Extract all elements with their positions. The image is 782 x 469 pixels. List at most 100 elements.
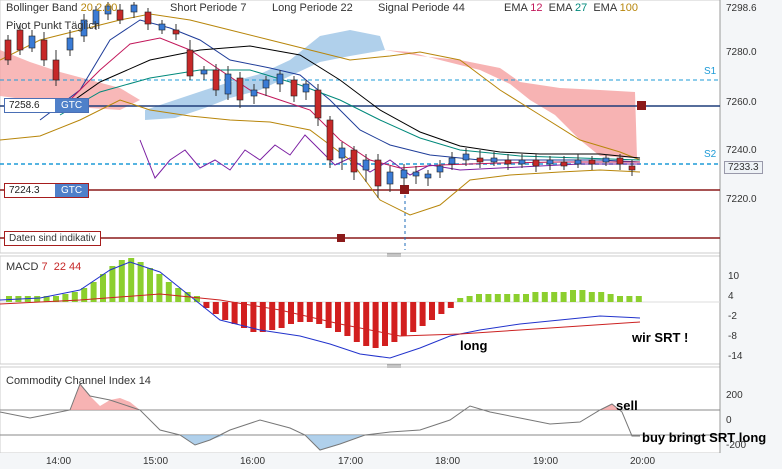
macd-histogram-bar: [81, 288, 88, 302]
candle-body: [436, 165, 444, 173]
macd-histogram-bar: [147, 268, 153, 302]
time-tick: 15:00: [143, 456, 169, 467]
price-tick: 7220.0: [726, 194, 757, 205]
macd-histogram-bar: [118, 260, 125, 302]
candle-body: [250, 89, 258, 97]
long-period-legend: Long Periode 22: [272, 2, 353, 14]
candle-body: [212, 69, 220, 91]
indicative-note: Daten sind indikativ: [4, 231, 101, 246]
macd-histogram-bar: [570, 290, 576, 302]
candle-body: [116, 9, 124, 21]
time-tick: 19:00: [533, 456, 559, 467]
macd-histogram-bar: [259, 302, 266, 332]
pivot-legend: Pivot Punkt Täglich: [6, 20, 100, 32]
bollinger-legend: Bollinger Band 20 2.00: [6, 2, 118, 14]
macd-histogram-bar: [363, 302, 370, 346]
macd-histogram-bar: [504, 294, 511, 302]
macd-histogram-bar: [222, 302, 229, 320]
cci-oversold: [305, 435, 365, 450]
time-tick: 17:00: [338, 456, 364, 467]
order-tag-lower[interactable]: 7224.3 GTC: [4, 183, 90, 198]
cci-tick: -200: [726, 440, 747, 451]
candle-body: [130, 4, 138, 13]
macd-panel: [0, 255, 721, 365]
annotation-sell: sell: [616, 398, 638, 413]
macd-histogram-bar: [316, 302, 323, 324]
ema-legend: EMA 12 EMA 27 EMA 100: [504, 2, 638, 14]
candle-body: [224, 73, 232, 95]
candle-body: [338, 147, 346, 159]
macd-histogram-bar: [165, 282, 172, 302]
macd-histogram-bar: [335, 302, 341, 332]
candle-body: [362, 159, 370, 171]
macd-histogram-bar: [372, 302, 379, 348]
cci-tick: 200: [726, 390, 743, 401]
candle-body: [28, 35, 36, 49]
candle-body: [424, 173, 432, 179]
macd-histogram-bar: [269, 302, 276, 330]
macd-legend: MACD 7 22 44: [6, 261, 82, 273]
candle-body: [490, 157, 498, 163]
macd-histogram-bar: [485, 294, 492, 302]
macd-histogram-bar: [382, 302, 388, 346]
macd-histogram-bar: [400, 302, 407, 336]
candle-body: [52, 59, 60, 81]
macd-histogram-bar: [137, 262, 144, 302]
price-tick: 7298.6: [726, 3, 757, 14]
order-marker-lower: [400, 185, 409, 194]
macd-histogram-bar: [109, 266, 116, 302]
price-tick: 7260.0: [726, 97, 757, 108]
candle-body: [326, 119, 334, 161]
candle-body: [16, 29, 24, 51]
macd-histogram-bar: [353, 302, 360, 342]
macd-histogram-bar: [513, 294, 520, 302]
macd-histogram-bar: [410, 302, 417, 332]
macd-histogram-bar: [194, 296, 200, 302]
candle-body: [40, 39, 48, 61]
candle-body: [158, 23, 166, 31]
time-tick: 18:00: [435, 456, 461, 467]
macd-histogram-bar: [607, 294, 614, 302]
candle-body: [574, 159, 582, 165]
macd-histogram-bar: [250, 302, 257, 332]
macd-histogram-bar: [156, 274, 163, 302]
macd-histogram-bar: [541, 292, 548, 302]
candle-body: [104, 5, 112, 15]
candle-body: [172, 29, 180, 35]
macd-histogram-bar: [71, 292, 78, 302]
macd-histogram-bar: [626, 296, 633, 302]
signal-line: [0, 293, 641, 337]
cci-tick: 0: [726, 415, 732, 426]
macd-histogram-bar: [598, 292, 605, 302]
macd-histogram-bar: [175, 288, 182, 302]
macd-histogram-bar: [344, 302, 351, 336]
candle-body: [262, 79, 270, 89]
short-period-legend: Short Periode 7: [170, 2, 247, 14]
macd-histogram-bar: [560, 292, 567, 302]
time-axis-bg: [0, 453, 720, 469]
candle-body: [350, 149, 358, 173]
macd-histogram-bar: [532, 292, 539, 302]
indicator-line: [139, 134, 640, 179]
macd-histogram-bar: [53, 296, 59, 302]
macd-histogram-bar: [579, 290, 586, 302]
macd-histogram-bar: [43, 296, 50, 302]
macd-histogram-bar: [429, 302, 435, 320]
macd-histogram-bar: [447, 302, 454, 308]
price-tick: 7240.0: [726, 145, 757, 156]
pane-splitter-grip: [387, 253, 401, 257]
candle-body: [314, 89, 322, 119]
order-tag-upper[interactable]: 7258.6 GTC: [4, 98, 90, 113]
signal-period-legend: Signal Periode 44: [378, 2, 465, 14]
candle-body: [92, 9, 100, 25]
macd-histogram-bar: [325, 302, 332, 328]
macd-histogram-bar: [419, 302, 426, 326]
cci-legend: Commodity Channel Index 14: [6, 375, 151, 387]
macd-histogram-bar: [391, 302, 398, 342]
macd-histogram-bar: [100, 274, 106, 302]
s2-label: S2: [704, 149, 717, 160]
candle-body: [560, 161, 568, 167]
candle-body: [290, 79, 298, 97]
macd-histogram-bar: [231, 302, 238, 324]
order-type: GTC: [55, 184, 89, 197]
